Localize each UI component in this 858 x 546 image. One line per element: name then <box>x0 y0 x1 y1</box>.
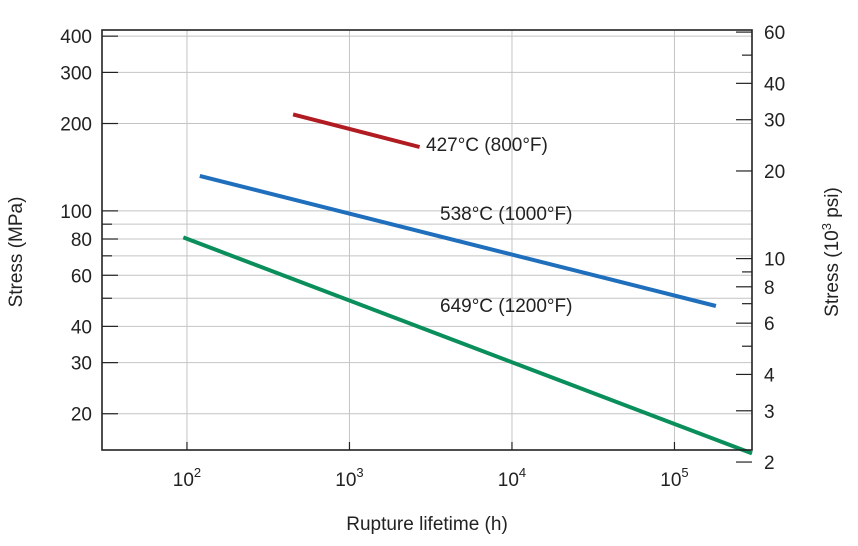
y-tick-label-right: 20 <box>764 162 785 183</box>
x-tick-label: 102 <box>173 465 201 491</box>
y-tick-label-right: 10 <box>764 250 785 271</box>
y-tick-label-left: 200 <box>60 115 92 136</box>
series-label-538c: 538°C (1000°F) <box>440 204 572 225</box>
series-label-649c: 649°C (1200°F) <box>440 296 572 317</box>
y-tick-label-left: 40 <box>71 317 92 338</box>
plot-frame <box>101 29 753 451</box>
grid-lines <box>102 30 752 450</box>
x-tick-base: 10 <box>173 470 194 491</box>
y-tick-label-right: 3 <box>764 402 775 423</box>
tick-labels: 102 103 104 1052030406080100200300400234681… <box>60 23 785 491</box>
y-tick-label-right: 40 <box>764 74 785 95</box>
series-line-2 <box>182 235 753 456</box>
x-axis-title: Rupture lifetime (h) <box>346 514 508 535</box>
y-tick-label-right: 6 <box>764 314 775 335</box>
y-right-title-suffix: psi) <box>822 187 843 223</box>
y-axis-title-left: Stress (MPa) <box>6 197 27 308</box>
y-tick-label-left: 100 <box>60 202 92 223</box>
y-tick-label-left: 30 <box>71 354 92 375</box>
x-tick-base: 10 <box>335 470 356 491</box>
y-tick-label-right: 30 <box>764 111 785 132</box>
series-label-427c: 427°C (800°F) <box>426 135 548 156</box>
axis-ticks <box>102 31 752 463</box>
x-tick-exponent: 5 <box>681 465 688 480</box>
y-tick-label-right: 2 <box>764 453 775 474</box>
x-tick-base: 10 <box>498 470 519 491</box>
x-tick-label: 103 <box>335 465 363 491</box>
y-right-title-prefix: Stress (10 <box>822 230 843 317</box>
y-tick-label-right: 60 <box>764 23 785 44</box>
y-tick-label-right: 4 <box>764 365 775 386</box>
y-right-title-exponent: 3 <box>819 223 834 230</box>
series-line-0 <box>292 112 421 149</box>
y-axis-title-right: Stress (103 psi) <box>819 187 843 317</box>
y-tick-label-left: 60 <box>71 266 92 287</box>
y-tick-label-left: 20 <box>71 405 92 426</box>
y-tick-label-left: 80 <box>71 230 92 251</box>
y-tick-label-left: 300 <box>60 63 92 84</box>
x-tick-base: 10 <box>660 470 681 491</box>
x-tick-exponent: 3 <box>356 465 363 480</box>
x-tick-label: 105 <box>660 465 688 491</box>
series-lines <box>182 112 753 456</box>
x-tick-exponent: 2 <box>194 465 201 480</box>
x-tick-exponent: 4 <box>519 465 526 480</box>
y-tick-label-right: 8 <box>764 278 775 299</box>
x-tick-label: 104 <box>498 465 526 491</box>
y-tick-label-left: 400 <box>60 27 92 48</box>
series-line-1 <box>199 173 717 308</box>
